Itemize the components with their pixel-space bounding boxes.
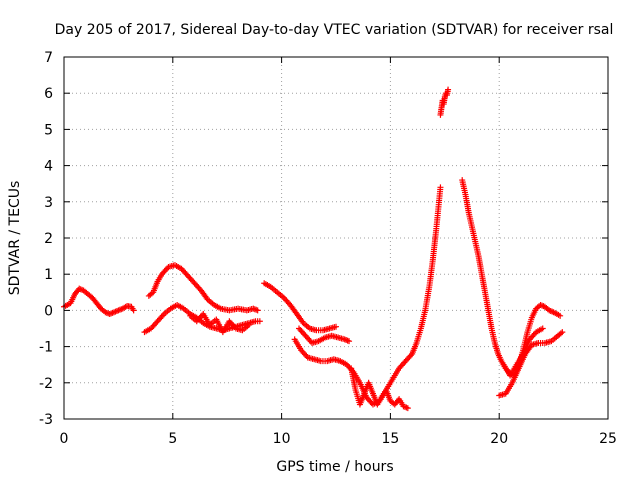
data-points — [61, 86, 566, 412]
y-axis-label: SDTVAR / TECUs — [7, 181, 23, 296]
data-point — [130, 307, 137, 314]
data-point — [445, 86, 452, 93]
data-point — [539, 325, 546, 332]
x-tick-label: 5 — [168, 431, 177, 447]
series-track-j — [459, 177, 564, 379]
series-track-h — [348, 365, 411, 412]
series-track-b — [145, 262, 261, 314]
chart-title: Day 205 of 2017, Sidereal Day-to-day VTE… — [55, 22, 614, 38]
series-track-e — [261, 280, 339, 334]
x-tick-labels: 0 5 10 15 20 25 — [60, 431, 617, 447]
series-track-l — [500, 325, 546, 379]
plot-frame — [63, 56, 609, 420]
data-point — [251, 306, 258, 313]
x-tick-label: 15 — [381, 431, 399, 447]
y-tick-label: 0 — [44, 303, 53, 319]
y-tick-labels: -3 -2 -1 0 1 2 3 4 5 6 7 — [39, 50, 53, 428]
series-track-d — [187, 311, 252, 336]
x-tick-label: 10 — [273, 431, 291, 447]
data-point — [256, 318, 263, 325]
y-tick-label: 7 — [44, 50, 53, 66]
series-track-a — [61, 285, 137, 318]
y-tick-label: -2 — [39, 376, 53, 392]
y-tick-label: 1 — [44, 267, 53, 283]
x-axis-label: GPS time / hours — [276, 459, 393, 475]
x-tick-label: 20 — [490, 431, 508, 447]
y-tick-label: 3 — [44, 195, 53, 211]
y-tick-label: 5 — [44, 122, 53, 138]
grid — [64, 57, 608, 419]
data-point — [254, 307, 261, 314]
data-point — [557, 312, 564, 319]
y-tick-label: 6 — [44, 86, 53, 102]
x-tick-label: 25 — [599, 431, 617, 447]
data-point — [333, 323, 339, 330]
x-tick-label: 0 — [60, 431, 69, 447]
data-point — [346, 338, 353, 345]
data-point — [437, 184, 444, 191]
data-point — [245, 321, 252, 328]
data-point — [559, 329, 566, 336]
y-tick-label: 4 — [44, 159, 53, 175]
series-track-i — [437, 86, 452, 118]
y-tick-label: -1 — [39, 340, 53, 356]
series-track-g — [291, 184, 444, 408]
data-point — [403, 404, 410, 411]
data-point — [253, 306, 260, 313]
y-tick-label: -3 — [39, 412, 53, 428]
series-track-f — [296, 325, 353, 346]
y-tick-label: 2 — [44, 231, 53, 247]
data-point — [404, 405, 411, 412]
